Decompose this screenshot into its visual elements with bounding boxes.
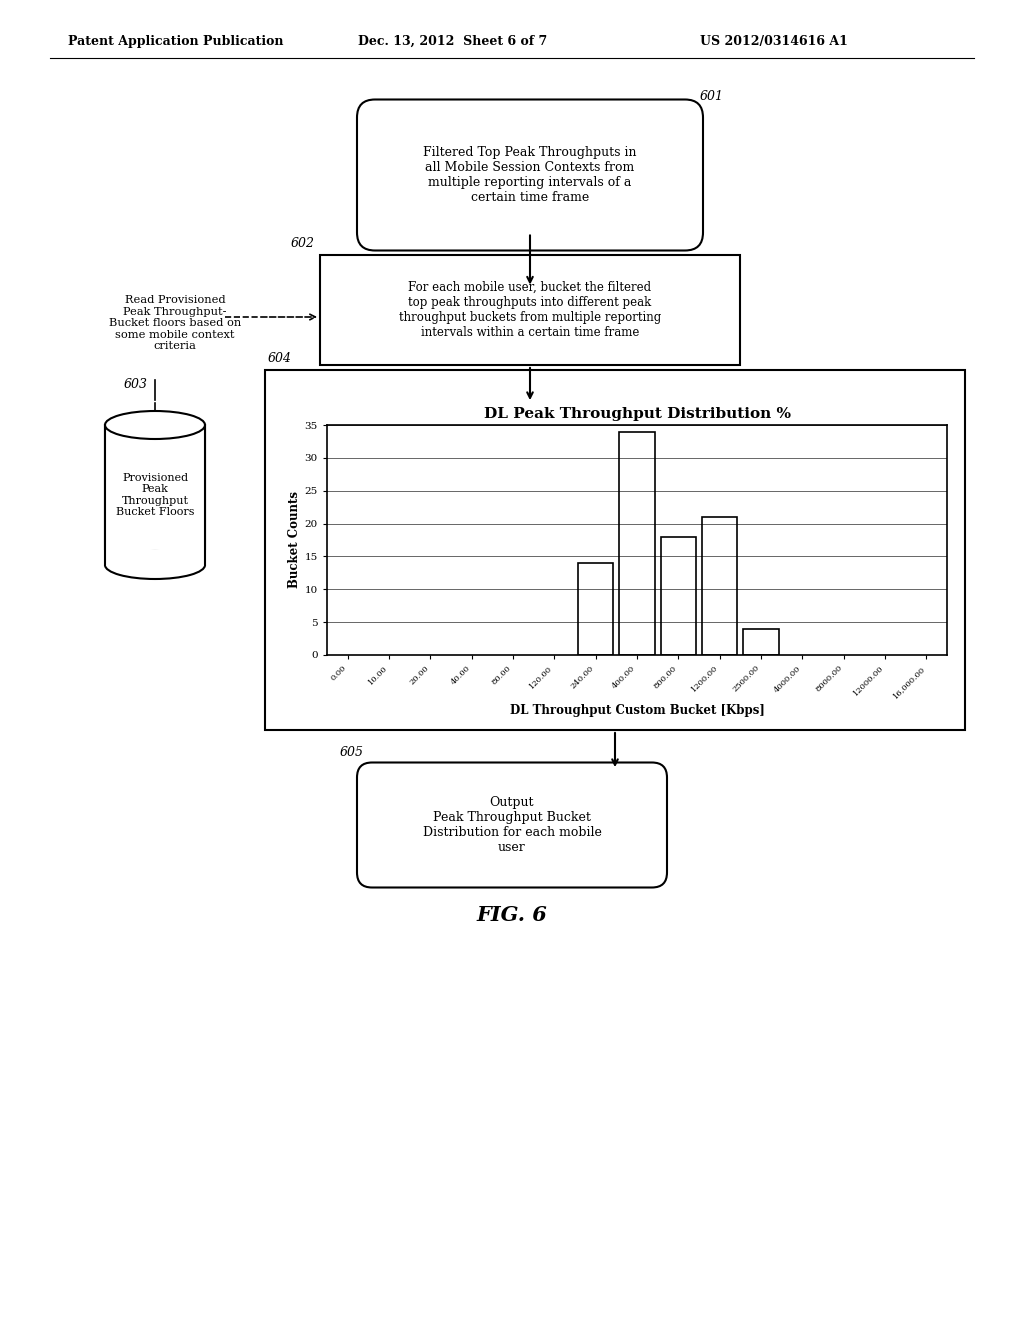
Text: 604: 604 bbox=[268, 352, 292, 366]
Bar bbox=[743, 628, 778, 655]
Bar bbox=[579, 564, 613, 655]
Ellipse shape bbox=[105, 550, 205, 579]
Text: Read Provisioned
Peak Throughput-
Bucket floors based on
some mobile context
cri: Read Provisioned Peak Throughput- Bucket… bbox=[109, 294, 241, 351]
Text: Filtered Top Peak Throughputs in
all Mobile Session Contexts from
multiple repor: Filtered Top Peak Throughputs in all Mob… bbox=[423, 147, 637, 205]
Text: US 2012/0314616 A1: US 2012/0314616 A1 bbox=[700, 36, 848, 48]
Text: Provisioned
Peak
Throughput
Bucket Floors: Provisioned Peak Throughput Bucket Floor… bbox=[116, 473, 195, 517]
Text: For each mobile user, bucket the filtered
top peak throughputs into different pe: For each mobile user, bucket the filtere… bbox=[399, 281, 662, 339]
Text: 602: 602 bbox=[291, 238, 315, 249]
Text: 603: 603 bbox=[124, 378, 148, 391]
Text: Dec. 13, 2012  Sheet 6 of 7: Dec. 13, 2012 Sheet 6 of 7 bbox=[358, 36, 547, 48]
FancyBboxPatch shape bbox=[357, 99, 703, 251]
FancyBboxPatch shape bbox=[319, 255, 740, 366]
Bar bbox=[620, 432, 654, 655]
Ellipse shape bbox=[105, 411, 205, 440]
Title: DL Peak Throughput Distribution %: DL Peak Throughput Distribution % bbox=[483, 407, 791, 421]
Bar bbox=[105, 425, 205, 565]
Text: FIG. 6: FIG. 6 bbox=[476, 906, 548, 925]
Text: Patent Application Publication: Patent Application Publication bbox=[68, 36, 284, 48]
Text: 601: 601 bbox=[700, 90, 724, 103]
Bar bbox=[660, 537, 696, 655]
FancyBboxPatch shape bbox=[357, 763, 667, 887]
Y-axis label: Bucket Counts: Bucket Counts bbox=[288, 491, 301, 589]
Bar bbox=[103, 550, 207, 566]
Text: Output
Peak Throughput Bucket
Distribution for each mobile
user: Output Peak Throughput Bucket Distributi… bbox=[423, 796, 601, 854]
X-axis label: DL Throughput Custom Bucket [Kbps]: DL Throughput Custom Bucket [Kbps] bbox=[510, 704, 765, 717]
Text: 605: 605 bbox=[340, 747, 364, 759]
Bar bbox=[265, 370, 965, 730]
Bar bbox=[702, 517, 737, 655]
